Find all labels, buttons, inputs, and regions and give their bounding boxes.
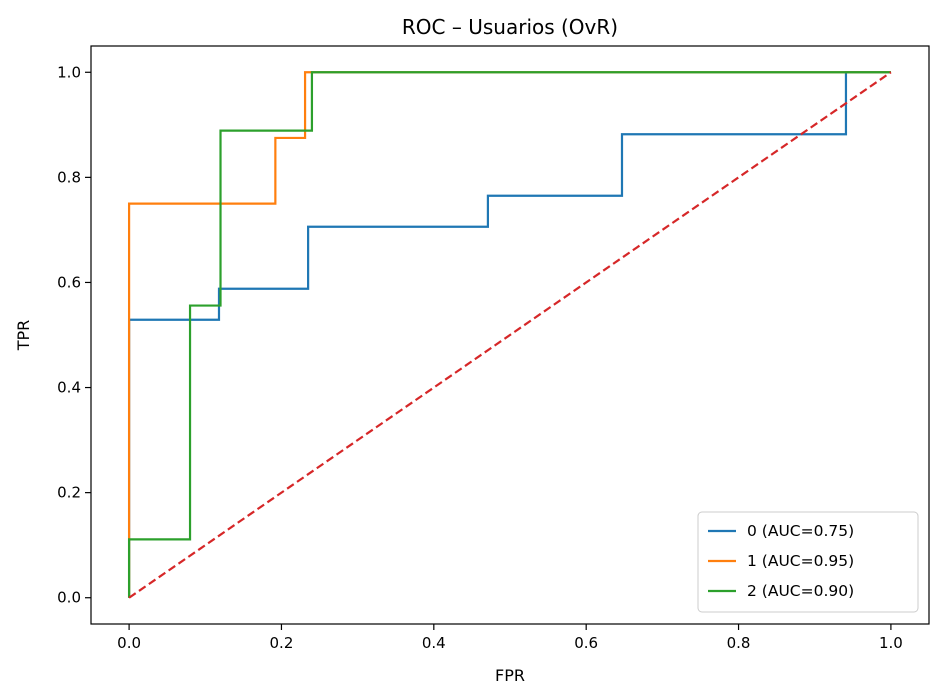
y-axis-title: TPR [14,320,33,352]
y-tick-label: 0.6 [57,273,81,291]
x-tick-label: 1.0 [879,634,903,652]
legend-box [697,511,919,613]
legend-entry-label: 2 (AUC=0.90) [747,582,854,600]
y-tick-label: 0.4 [57,379,81,397]
roc-curve-series-2 [127,71,891,598]
axes-frame [90,45,930,625]
y-tick-label: 0.2 [57,484,81,502]
y-tick-label: 0.0 [57,589,81,607]
y-tick-label: 1.0 [57,63,81,81]
legend-entry-label: 0 (AUC=0.75) [747,522,854,540]
plot-area [127,71,892,599]
x-tick-label: 0.0 [117,634,141,652]
x-tick-label: 0.8 [727,634,751,652]
x-axis-title: FPR [495,666,525,685]
chance-diagonal-line [128,71,892,599]
roc-curve-series-0 [127,71,891,598]
y-tick-label: 0.8 [57,168,81,186]
legend: 0 (AUC=0.75) 1 (AUC=0.95) 2 (AUC=0.90) [697,511,919,613]
x-tick-label: 0.4 [422,634,446,652]
roc-curve-series-1 [127,71,891,598]
axis-ticks: 0.0 0.2 0.4 0.6 0.8 1.0 0.0 0.2 0.4 0.6 0.8 1.0 [57,63,903,652]
x-tick-label: 0.6 [574,634,598,652]
chart-title: ROC – Usuarios (OvR) [402,15,618,39]
x-tick-label: 0.2 [270,634,294,652]
legend-entry-label: 1 (AUC=0.95) [747,552,854,570]
